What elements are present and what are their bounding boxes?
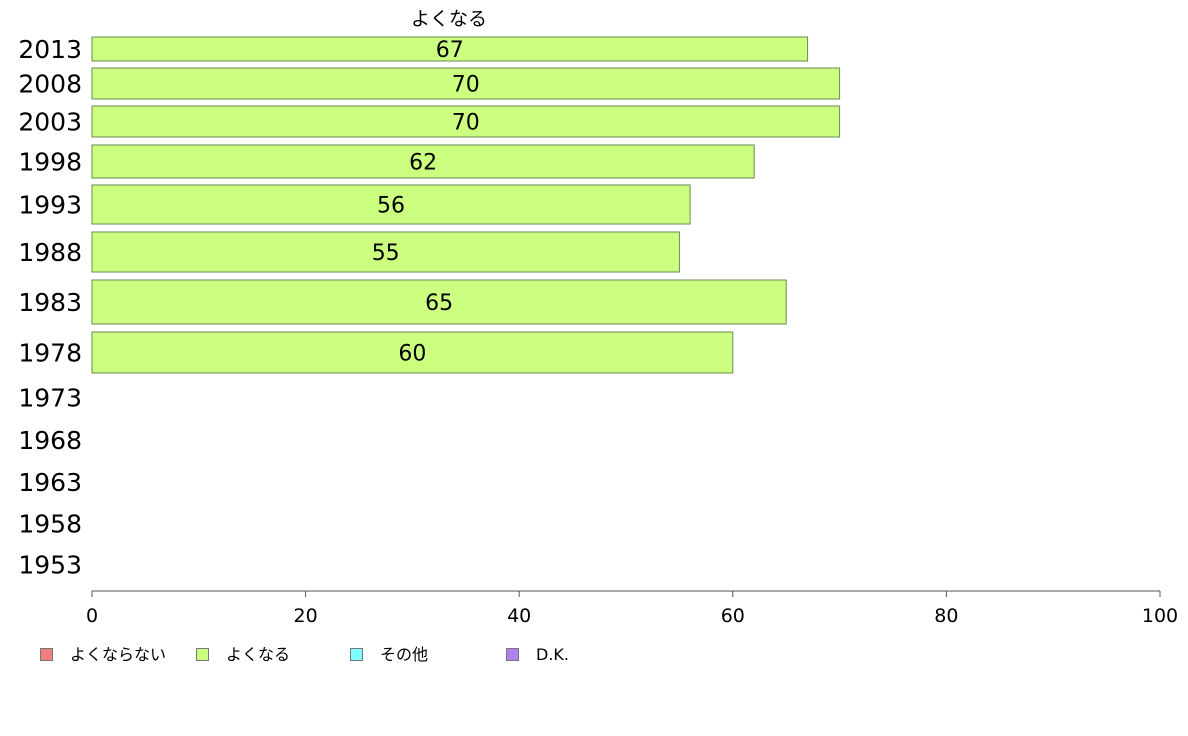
bar	[91, 144, 755, 179]
bar	[91, 231, 680, 273]
y-tick-label: 2003	[18, 108, 82, 137]
bar	[91, 184, 691, 225]
legend-label: D.K.	[536, 645, 569, 664]
y-tick-label: 1993	[18, 191, 82, 220]
bar-value-label: 70	[452, 73, 480, 98]
legend-swatch	[506, 648, 519, 661]
bar	[91, 67, 841, 100]
y-tick-label: 1968	[18, 426, 82, 455]
y-tick-label: 2008	[18, 70, 82, 99]
bar	[91, 36, 809, 62]
y-tick-label: 1958	[18, 510, 82, 539]
bar-value-label: 62	[409, 151, 437, 176]
bar-chart: よくなる 2013 67 2008 70 2003 70 1998 62 1993 56 1988 55…	[18, 8, 1178, 627]
bar-value-label: 67	[436, 38, 464, 63]
bar	[91, 279, 787, 325]
bar-value-label: 55	[372, 241, 400, 266]
y-tick-label: 2013	[18, 35, 82, 64]
x-tick-label: 80	[934, 605, 958, 627]
legend-label: よくなる	[226, 645, 291, 664]
y-tick-label: 1983	[18, 288, 82, 317]
x-tick-label: 20	[294, 605, 318, 627]
legend-label: その他	[380, 645, 429, 664]
y-tick-label: 1973	[18, 384, 82, 413]
x-tick-label: 100	[1142, 605, 1178, 627]
legend-swatch	[40, 648, 53, 661]
y-tick-label: 1963	[18, 468, 82, 497]
series-title: よくなる	[411, 8, 487, 30]
x-tick-label: 0	[86, 605, 98, 627]
bar-value-label: 56	[377, 194, 405, 219]
y-tick-label: 1988	[18, 238, 82, 267]
y-tick-label: 1998	[18, 148, 82, 177]
legend-swatch	[196, 648, 209, 661]
y-tick-label: 1978	[18, 339, 82, 368]
x-tick-label: 40	[507, 605, 531, 627]
bar	[91, 105, 841, 138]
bar	[91, 331, 734, 374]
bar-value-label: 65	[425, 291, 453, 316]
x-tick-label: 60	[721, 605, 745, 627]
legend-label: よくならない	[70, 645, 167, 664]
legend-swatch	[350, 648, 363, 661]
y-tick-label: 1953	[18, 551, 82, 580]
bar-value-label: 60	[398, 342, 426, 367]
bar-value-label: 70	[452, 111, 480, 136]
